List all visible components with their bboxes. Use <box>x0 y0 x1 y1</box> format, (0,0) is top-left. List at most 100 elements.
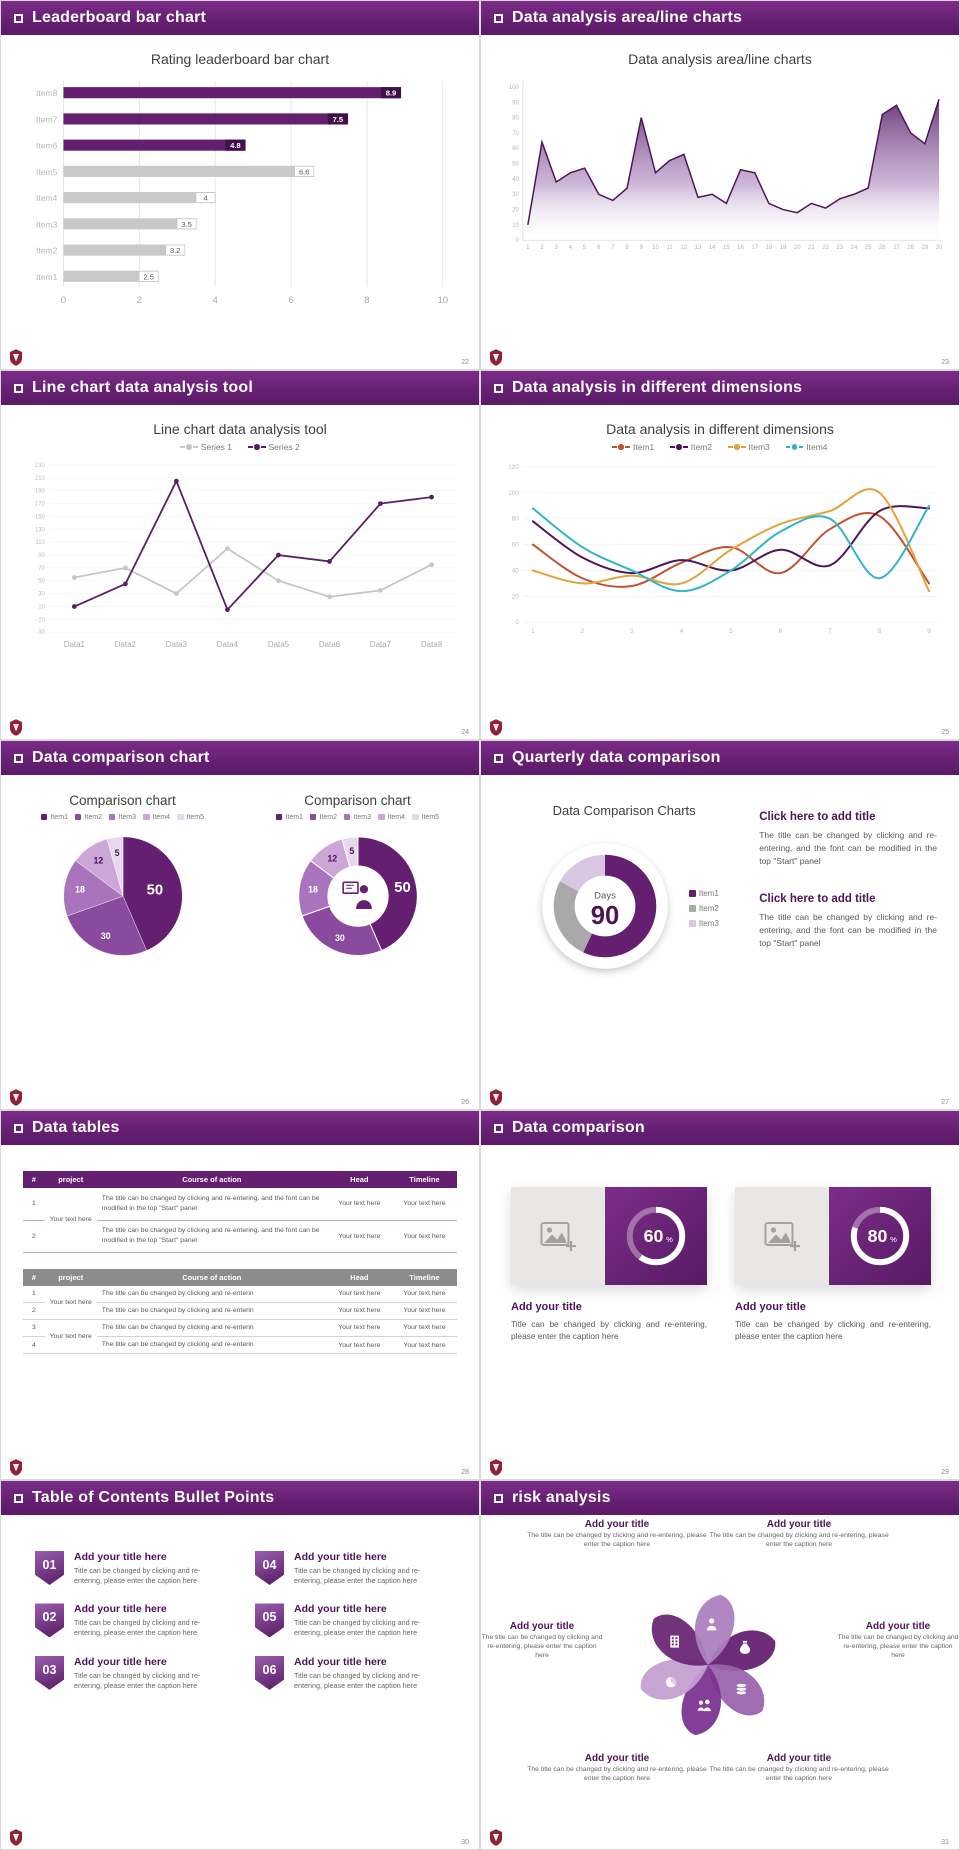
donut-chart: 50 30 18 12 5 <box>240 825 475 978</box>
svg-text:Data8: Data8 <box>421 640 443 649</box>
percent-gauge-svg: 60% <box>626 1206 686 1266</box>
legend-marker-icon <box>785 444 804 450</box>
table-row: 1 Your text here The title can be changed … <box>23 1188 457 1253</box>
toc-number-badge: 02 <box>35 1603 64 1638</box>
chart-title: Comparison chart <box>304 793 411 808</box>
svg-text:4: 4 <box>569 245 573 251</box>
block-title: Click here to add title <box>759 892 876 905</box>
card-title: Add your title <box>735 1301 806 1313</box>
svg-text:1: 1 <box>531 628 535 635</box>
slide-body: Line chart data analysis tool Series 1 Se… <box>1 405 479 739</box>
table-row: 2 The title can be changed by clicking an… <box>23 1220 457 1253</box>
people-icon <box>697 1699 711 1712</box>
chart-legend: Item1 Item2 Item3 Item4 Item5 <box>240 811 475 823</box>
bullet-square-icon <box>14 383 23 393</box>
svg-text:15: 15 <box>723 245 730 251</box>
toc-item: 05 Add your title here Title can be change… <box>255 1603 445 1638</box>
moneybag-icon <box>739 1640 751 1654</box>
block-body: The title can be changed by clicking and… <box>759 830 937 867</box>
svg-text:21: 21 <box>808 245 815 251</box>
svg-text:Item2: Item2 <box>36 246 58 256</box>
svg-text:100: 100 <box>508 490 519 497</box>
legend-marker-icon <box>689 890 696 897</box>
svg-text:4: 4 <box>213 295 219 306</box>
slide-header-title: Line chart data analysis tool <box>32 379 253 396</box>
svg-text:4: 4 <box>203 194 207 203</box>
bar-item8 <box>63 87 402 99</box>
svg-text:4.8: 4.8 <box>230 141 241 150</box>
toc-item-title: Add your title here <box>74 1551 167 1563</box>
slide-quarterly-comparison[interactable]: Quarterly data comparison Data Compariso… <box>481 741 959 1109</box>
svg-text:2: 2 <box>581 628 585 635</box>
chart-legend: Item1 Item2 Item3 Item4 <box>493 441 947 453</box>
svg-text:5: 5 <box>729 628 733 635</box>
slide-risk-analysis[interactable]: risk analysis Add your title The title ca… <box>481 1481 959 1849</box>
column-header: project <box>44 1268 97 1286</box>
slide-header: Line chart data analysis tool <box>1 371 479 405</box>
svg-text:23: 23 <box>836 245 843 251</box>
bar-item1 <box>63 270 159 282</box>
legend-item: Item2 <box>689 904 719 913</box>
slide-header-title: Data analysis area/line charts <box>512 9 743 26</box>
slide-toc-bullet-points[interactable]: Table of Contents Bullet Points 01 Add yo… <box>1 1481 479 1849</box>
card-title: Add your title <box>511 1301 582 1313</box>
slide-header-title: Table of Contents Bullet Points <box>32 1489 275 1506</box>
bullet-square-icon <box>494 383 503 393</box>
slide-data-comparison-cards[interactable]: Data comparison 60% Add your title <box>481 1111 959 1479</box>
svg-text:20: 20 <box>512 593 520 600</box>
slide-header: Data analysis in different dimensions <box>481 371 959 405</box>
svg-text:90: 90 <box>38 553 45 559</box>
bar-item4 <box>63 192 216 204</box>
risk-item: Add your title The title can be changed b… <box>837 1621 959 1660</box>
bullet-square-icon <box>494 753 503 763</box>
toc-item-caption: Title can be changed by clicking and re-… <box>294 1670 421 1690</box>
svg-text:%: % <box>666 1235 673 1244</box>
svg-text:6: 6 <box>779 628 783 635</box>
legend-item: Item3 <box>689 919 719 928</box>
legend-marker-icon <box>412 813 419 821</box>
slide-data-comparison-chart[interactable]: Data comparison chart Comparison chart I… <box>1 741 479 1109</box>
text-panel: Click here to add title The title can be… <box>751 797 943 1101</box>
toc-number-badge: 03 <box>35 1655 64 1690</box>
slide-line-chart-tool[interactable]: Line chart data analysis tool Line chart… <box>1 371 479 739</box>
column-header: Timeline <box>391 1268 457 1286</box>
slide-header-title: Data comparison <box>512 1119 645 1136</box>
bullet-square-icon <box>14 1493 23 1503</box>
risk-item: Add your title The title can be changed b… <box>527 1753 707 1784</box>
slide-body: # project Course of action Head Timeline 1 You… <box>1 1145 479 1479</box>
svg-text:27: 27 <box>893 245 900 251</box>
table-purple-host: # project Course of action Head Timeline 1 You… <box>23 1171 457 1253</box>
svg-text:70: 70 <box>38 566 45 572</box>
slide-body: Add your title The title can be changed b… <box>481 1515 959 1849</box>
card-caption: Title can be changed by clicking and re-… <box>511 1319 707 1342</box>
svg-text:8.9: 8.9 <box>386 89 396 98</box>
legend-marker-icon <box>177 813 184 821</box>
slide-data-tables[interactable]: Data tables # project Course of action Head… <box>1 1111 479 1479</box>
risk-item-caption: The title can be changed by clicking and… <box>527 1532 707 1548</box>
legend-item: Item5 <box>177 814 204 821</box>
svg-text:14: 14 <box>709 245 716 251</box>
slide-dimension-analysis[interactable]: Data analysis in different dimensions Da… <box>481 371 959 739</box>
svg-text:3.5: 3.5 <box>181 220 192 229</box>
slide-area-line-charts[interactable]: Data analysis area/line charts Data anal… <box>481 1 959 369</box>
legend-item: Item1 <box>612 442 654 452</box>
svg-text:13: 13 <box>695 245 702 251</box>
chart-legend: Series 1 Series 2 <box>13 441 467 453</box>
svg-text:Item8: Item8 <box>36 88 58 98</box>
pie-chart-icon <box>665 1677 677 1688</box>
svg-text:1: 1 <box>526 245 530 251</box>
data-table-purple: # project Course of action Head Timeline 1 You… <box>23 1171 457 1253</box>
svg-text:-10: -10 <box>36 617 45 623</box>
legend-marker-icon <box>143 813 150 821</box>
toc-item: 04 Add your title here Title can be change… <box>255 1551 445 1585</box>
risk-item: Add your title The title can be changed b… <box>709 1753 889 1784</box>
slide-leaderboard-bar-chart[interactable]: Leaderboard bar chart Rating leaderboard… <box>1 1 479 369</box>
svg-text:7: 7 <box>828 628 832 635</box>
svg-text:Data5: Data5 <box>268 640 290 649</box>
bullet-square-icon <box>14 13 23 23</box>
slide-header: Data comparison chart <box>1 741 479 775</box>
toc-item-caption: Title can be changed by clicking and re-… <box>74 1618 201 1638</box>
slide-body: Comparison chart Item1 Item2 Item3 Item4 Ite… <box>1 775 479 1109</box>
svg-text:6: 6 <box>597 245 601 251</box>
